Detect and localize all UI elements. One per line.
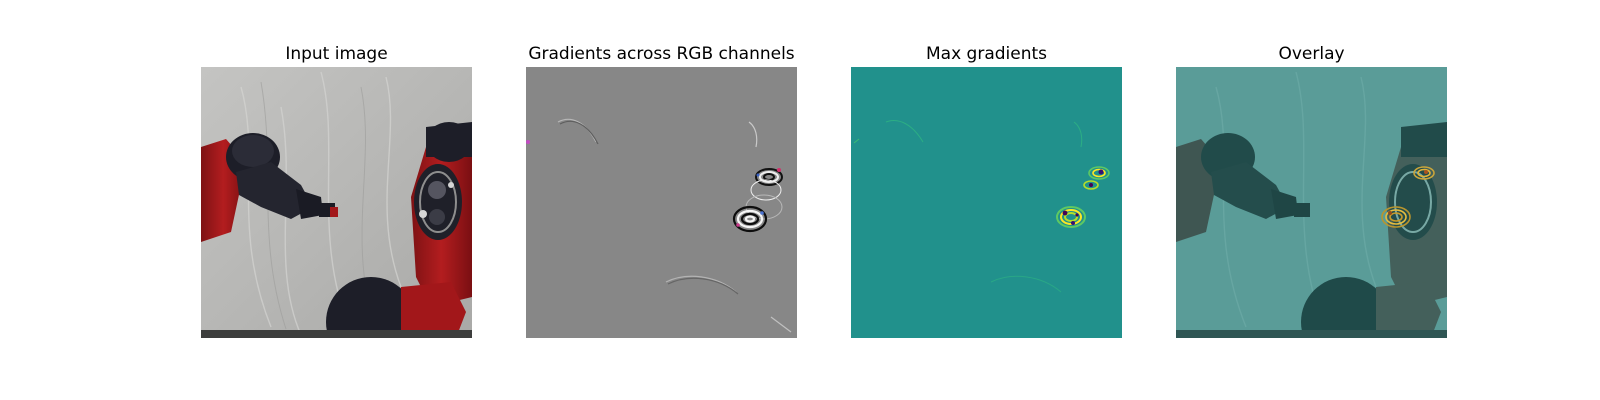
gradient-overlay-photo — [1176, 67, 1447, 338]
rgb-gradient-map — [526, 67, 797, 338]
panel-rgb-gradients: Gradients across RGB channels — [526, 42, 797, 338]
panel-overlay: Overlay — [1176, 42, 1447, 338]
panel-max-gradients: Max gradients — [851, 42, 1122, 338]
panel-title-overlay: Overlay — [1278, 44, 1345, 64]
panel-title-input-image: Input image — [285, 44, 388, 64]
max-gradient-heatmap — [851, 67, 1122, 338]
panel-title-rgb-gradients: Gradients across RGB channels — [528, 44, 795, 64]
robot-arm-photo — [201, 67, 472, 338]
panel-title-max-gradients: Max gradients — [925, 44, 1048, 64]
panel-input-image: Input image — [201, 42, 472, 338]
